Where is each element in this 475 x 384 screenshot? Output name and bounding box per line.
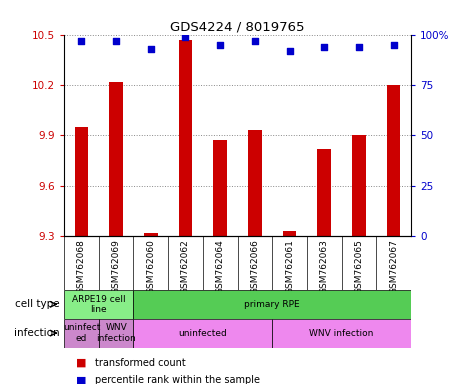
Point [78, 38, 86, 44]
Point [390, 41, 397, 48]
Bar [133, 290, 411, 319]
Text: WNV infection: WNV infection [309, 329, 374, 338]
Point [181, 33, 189, 40]
Title: GDS4224 / 8019765: GDS4224 / 8019765 [170, 20, 305, 33]
Text: ARPE19 cell
line: ARPE19 cell line [72, 295, 125, 314]
Text: infection: infection [14, 328, 59, 338]
Bar [387, 85, 400, 236]
Bar [248, 130, 262, 236]
Text: uninfect
ed: uninfect ed [63, 323, 100, 343]
Bar [75, 127, 88, 236]
Text: GSM762061: GSM762061 [285, 239, 294, 294]
Point [355, 43, 363, 50]
Bar [99, 319, 133, 348]
Text: GSM762060: GSM762060 [146, 239, 155, 294]
Bar [64, 290, 133, 319]
Point [113, 38, 120, 44]
Text: GSM762068: GSM762068 [77, 239, 86, 294]
Bar [179, 40, 192, 236]
Text: transformed count: transformed count [95, 358, 186, 368]
Text: percentile rank within the sample: percentile rank within the sample [95, 375, 260, 384]
Text: GSM762066: GSM762066 [250, 239, 259, 294]
Text: uninfected: uninfected [179, 329, 227, 338]
Text: ■: ■ [76, 358, 86, 368]
Point [147, 46, 155, 52]
Bar [109, 82, 123, 236]
Text: GSM762067: GSM762067 [389, 239, 398, 294]
Bar [133, 319, 272, 348]
Point [286, 48, 294, 54]
Text: WNV
infection: WNV infection [96, 323, 136, 343]
Text: GSM762064: GSM762064 [216, 239, 225, 294]
Point [320, 43, 328, 50]
Bar [144, 233, 158, 236]
Point [217, 41, 224, 48]
Text: GSM762062: GSM762062 [181, 239, 190, 294]
Text: GSM762069: GSM762069 [112, 239, 121, 294]
Text: cell type: cell type [15, 299, 59, 310]
Bar [317, 149, 331, 236]
Bar [283, 231, 296, 236]
Point [251, 38, 259, 44]
Text: ■: ■ [76, 375, 86, 384]
Bar [64, 319, 99, 348]
Text: GSM762065: GSM762065 [354, 239, 363, 294]
Bar [352, 136, 366, 236]
Bar [272, 319, 411, 348]
Bar [213, 141, 227, 236]
Text: GSM762063: GSM762063 [320, 239, 329, 294]
Text: primary RPE: primary RPE [244, 300, 300, 309]
